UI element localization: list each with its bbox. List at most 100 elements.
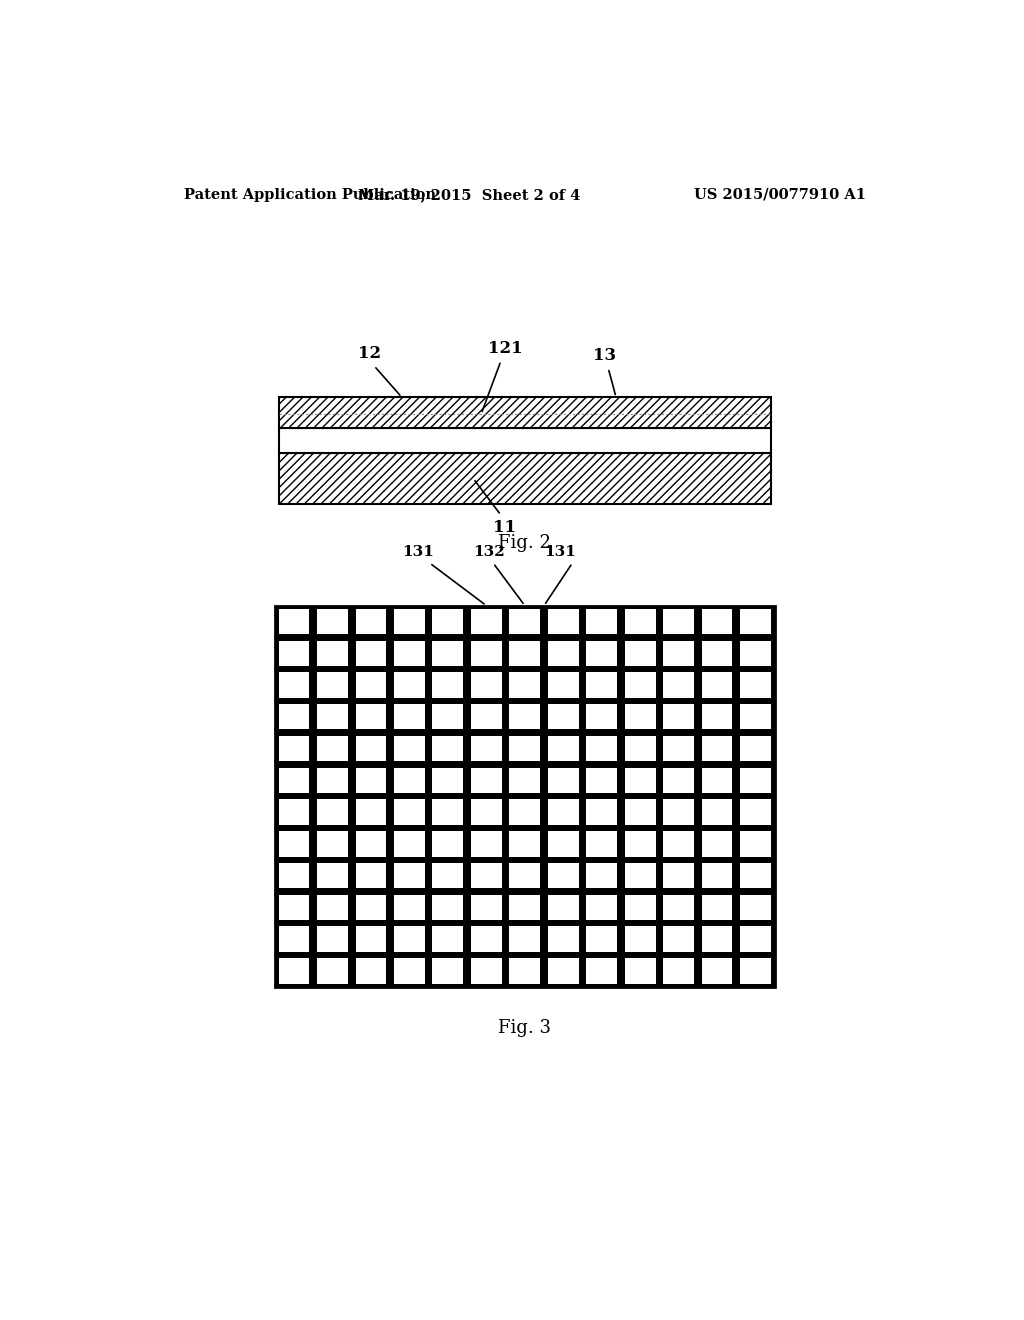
Text: 131: 131 — [545, 545, 577, 558]
Bar — [701, 735, 732, 762]
Bar — [432, 863, 463, 888]
Bar — [432, 609, 463, 634]
Text: 131: 131 — [401, 545, 433, 558]
Bar — [587, 863, 617, 888]
Bar — [625, 735, 655, 762]
Bar — [548, 609, 579, 634]
Bar — [548, 927, 579, 952]
Bar — [701, 768, 732, 793]
Bar — [279, 927, 309, 952]
Text: Fig. 3: Fig. 3 — [499, 1019, 551, 1038]
Bar — [432, 832, 463, 857]
Bar — [740, 640, 771, 667]
Bar — [432, 704, 463, 730]
Bar — [548, 958, 579, 983]
Bar — [509, 609, 541, 634]
Bar — [317, 927, 348, 952]
Bar — [701, 958, 732, 983]
Bar — [471, 832, 502, 857]
Bar — [701, 672, 732, 698]
Bar — [587, 640, 617, 667]
Bar — [279, 735, 309, 762]
Bar — [279, 428, 771, 453]
Bar — [509, 672, 541, 698]
Bar — [394, 895, 425, 920]
Bar — [509, 735, 541, 762]
Text: Fig. 2: Fig. 2 — [499, 535, 551, 553]
Bar — [548, 672, 579, 698]
Bar — [587, 800, 617, 825]
Bar — [279, 768, 309, 793]
Bar — [509, 704, 541, 730]
Bar — [317, 735, 348, 762]
Bar — [625, 768, 655, 793]
Text: 121: 121 — [487, 339, 522, 356]
Bar — [279, 704, 309, 730]
Bar — [740, 832, 771, 857]
Bar — [701, 800, 732, 825]
Bar — [394, 863, 425, 888]
Bar — [625, 609, 655, 634]
Bar — [509, 832, 541, 857]
Bar — [355, 609, 386, 634]
Bar — [471, 609, 502, 634]
Bar — [625, 640, 655, 667]
Bar — [509, 768, 541, 793]
Bar — [279, 453, 771, 504]
Bar — [587, 672, 617, 698]
Bar — [701, 609, 732, 634]
Bar — [664, 895, 694, 920]
Bar — [664, 735, 694, 762]
Bar — [587, 704, 617, 730]
Bar — [471, 735, 502, 762]
Bar — [471, 640, 502, 667]
Bar — [394, 832, 425, 857]
Bar — [432, 672, 463, 698]
Bar — [355, 672, 386, 698]
Bar — [548, 800, 579, 825]
Bar — [432, 800, 463, 825]
Bar — [587, 832, 617, 857]
Bar — [279, 397, 771, 428]
Bar — [317, 768, 348, 793]
Bar — [471, 863, 502, 888]
Bar — [279, 958, 309, 983]
Bar — [471, 958, 502, 983]
Bar — [548, 704, 579, 730]
Bar — [355, 800, 386, 825]
Bar — [279, 672, 309, 698]
Bar — [548, 640, 579, 667]
Bar — [279, 832, 309, 857]
Bar — [471, 895, 502, 920]
Text: 132: 132 — [473, 545, 505, 558]
Bar — [548, 863, 579, 888]
Bar — [587, 609, 617, 634]
Bar — [394, 735, 425, 762]
Bar — [664, 927, 694, 952]
Bar — [587, 927, 617, 952]
Bar — [279, 863, 309, 888]
Bar — [664, 704, 694, 730]
Bar — [701, 832, 732, 857]
Bar — [317, 704, 348, 730]
Bar — [625, 863, 655, 888]
Bar — [279, 609, 309, 634]
Bar — [625, 800, 655, 825]
Bar — [664, 800, 694, 825]
Text: US 2015/0077910 A1: US 2015/0077910 A1 — [694, 187, 866, 202]
Bar — [471, 927, 502, 952]
Bar — [509, 800, 541, 825]
Bar — [279, 895, 309, 920]
Bar — [740, 735, 771, 762]
Bar — [355, 735, 386, 762]
Bar — [509, 895, 541, 920]
Bar — [355, 768, 386, 793]
Bar — [701, 927, 732, 952]
Bar — [432, 958, 463, 983]
Bar — [701, 704, 732, 730]
Bar — [509, 958, 541, 983]
Bar — [740, 863, 771, 888]
Bar — [740, 958, 771, 983]
Bar — [471, 704, 502, 730]
Bar — [740, 800, 771, 825]
